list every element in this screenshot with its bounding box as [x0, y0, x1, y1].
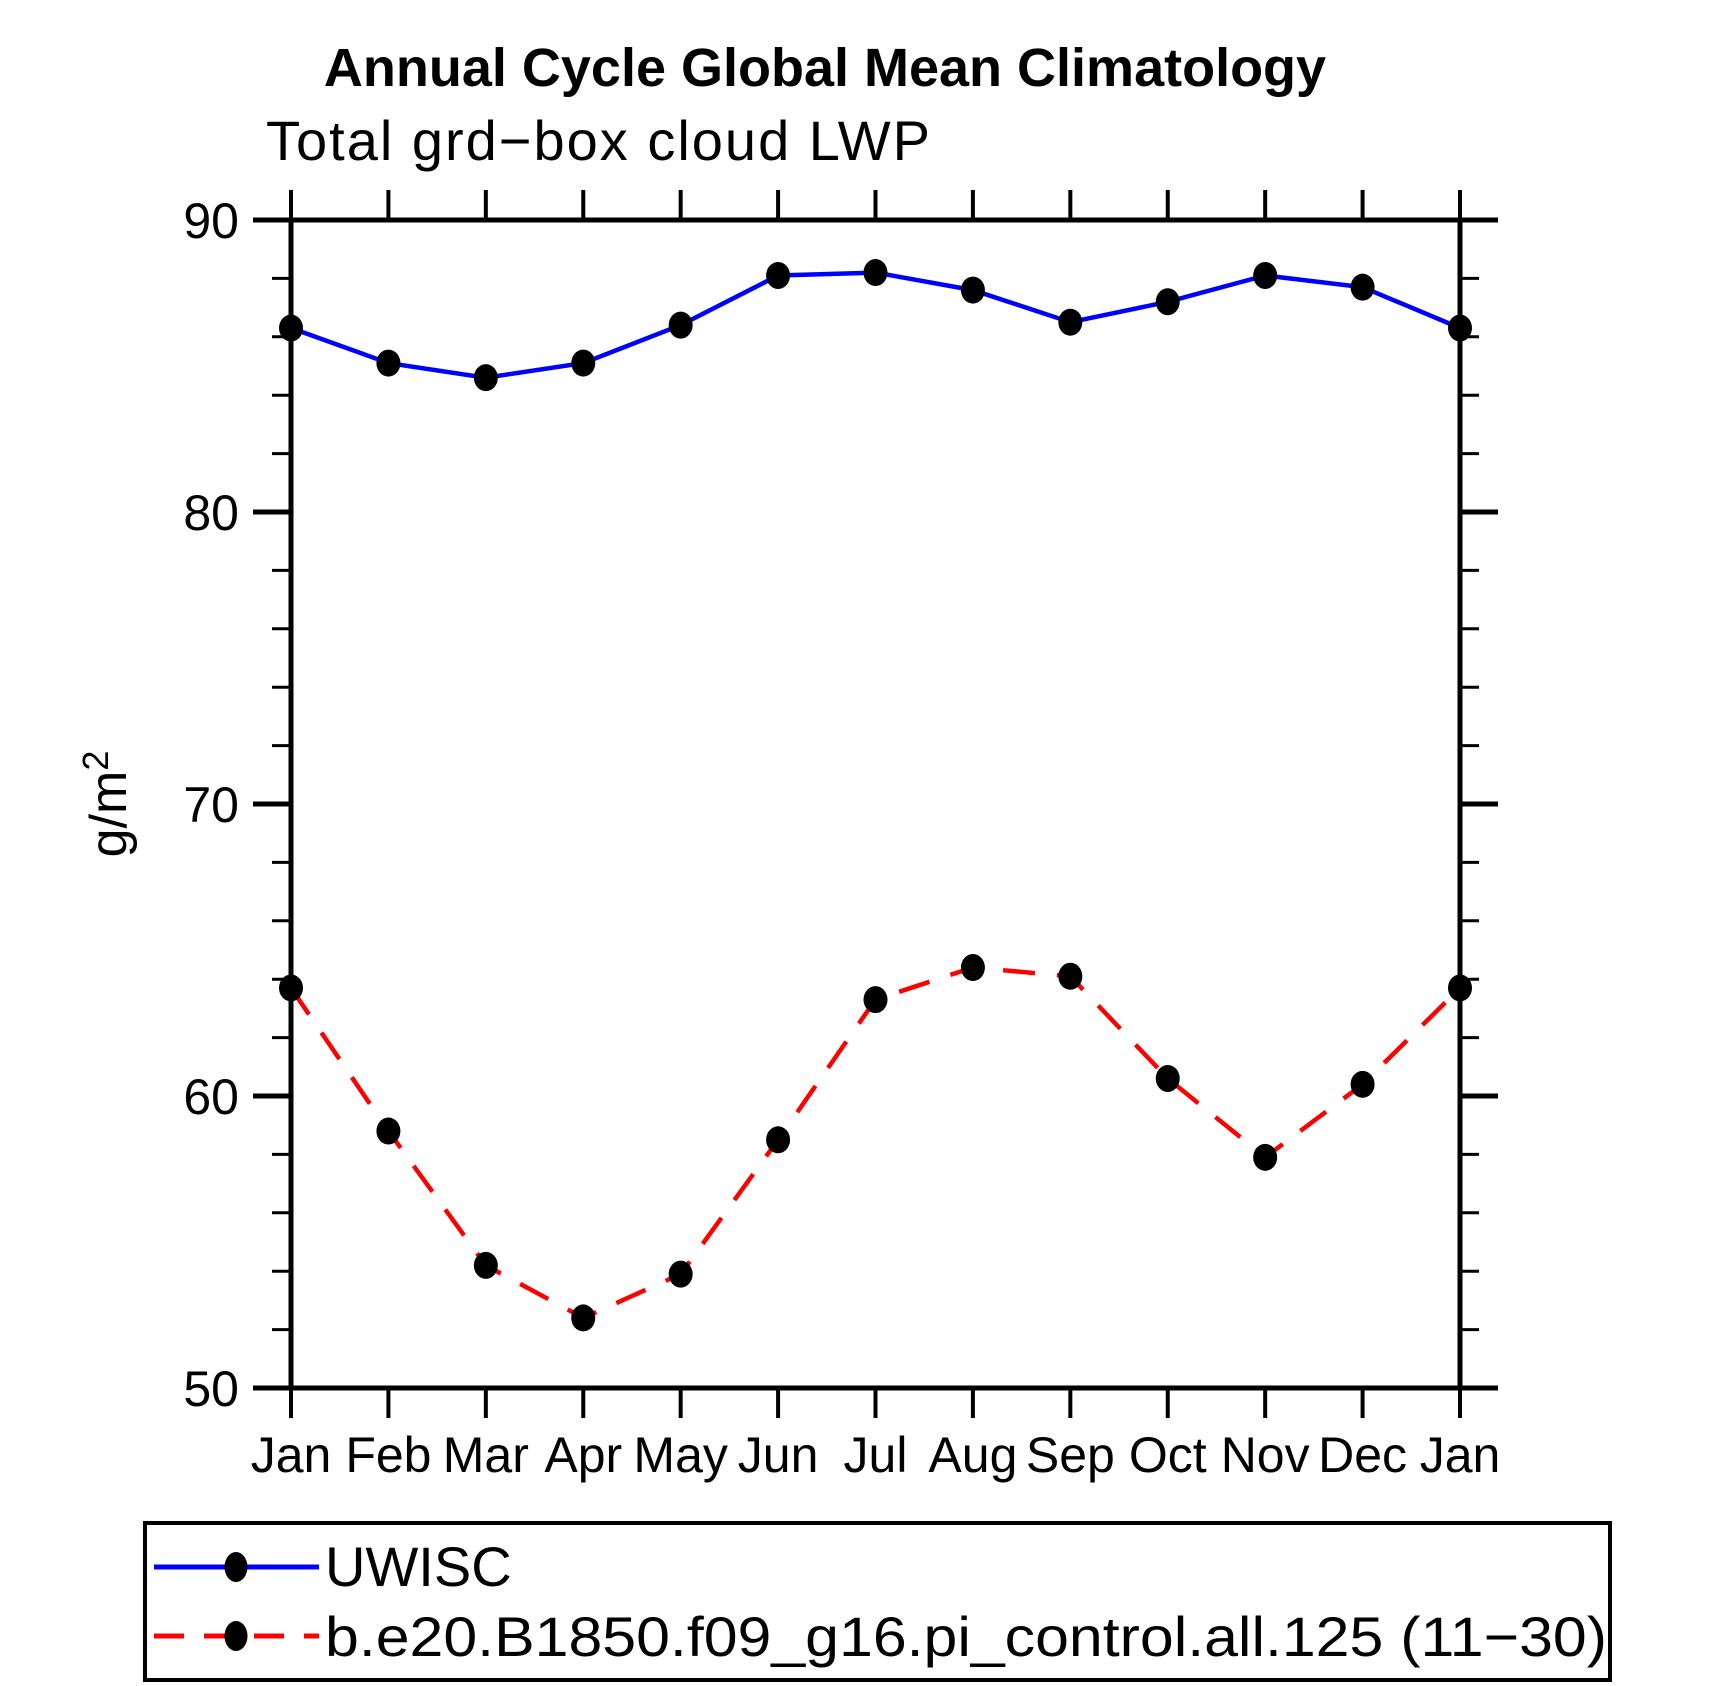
- x-tick-label: Jul: [844, 1427, 908, 1483]
- legend-label-uwisc: UWISC: [325, 1535, 512, 1598]
- x-tick-label: Nov: [1221, 1427, 1310, 1483]
- x-tick-label: Oct: [1129, 1427, 1207, 1483]
- series-marker-0-apr: [571, 349, 596, 377]
- legend-label-model: b.e20.B1850.f09_g16.pi_control.all.125 (…: [325, 1605, 1607, 1668]
- y-tick-label: 90: [183, 193, 239, 249]
- series-marker-0-jan: [1448, 314, 1472, 342]
- series-marker-0-sep: [1058, 308, 1083, 336]
- series-marker-1-may: [668, 1260, 693, 1288]
- y-tick-label: 50: [183, 1361, 239, 1417]
- y-axis-label-main: g/m: [80, 771, 138, 858]
- series-marker-1-jun: [766, 1126, 791, 1154]
- y-tick-label: 80: [183, 485, 239, 541]
- x-tick-label: Mar: [443, 1427, 529, 1483]
- legend-box: [143, 1521, 1612, 1682]
- series-marker-1-dec: [1350, 1070, 1375, 1098]
- legend-samples: [154, 1552, 319, 1651]
- y-tick-label: 70: [183, 777, 239, 833]
- series-marker-0-nov: [1253, 261, 1278, 289]
- chart-title: Annual Cycle Global Mean Climatology: [324, 38, 1326, 98]
- series-marker-0-feb: [376, 349, 401, 377]
- x-tick-label: May: [633, 1427, 727, 1483]
- series-marker-1-nov: [1253, 1143, 1278, 1171]
- series-marker-1-jan: [1448, 974, 1472, 1002]
- y-axis-label-superscript: 2: [75, 751, 116, 771]
- x-tick-label: Sep: [1026, 1427, 1115, 1483]
- series-marker-1-jul: [863, 986, 888, 1014]
- x-tick-label: Jan: [1420, 1427, 1501, 1483]
- series-marker-1-oct: [1155, 1064, 1180, 1092]
- series-marker-0-mar: [473, 364, 498, 392]
- y-axis-label: g/m2: [75, 751, 138, 858]
- series-marker-1-apr: [571, 1304, 596, 1332]
- series-marker-1-feb: [376, 1117, 401, 1145]
- series-marker-0-may: [668, 311, 693, 339]
- series-line-0: [290, 270, 1461, 380]
- data-series: [279, 259, 1472, 1332]
- x-tick-label: Feb: [345, 1427, 431, 1483]
- series-marker-1-aug: [960, 954, 985, 982]
- legend-sample-marker-0: [224, 1552, 248, 1582]
- x-tick-label: Jun: [738, 1427, 819, 1483]
- legend-sample-marker-1: [224, 1621, 248, 1651]
- x-tick-label: Apr: [544, 1427, 622, 1483]
- series-line-1: [289, 965, 1462, 1321]
- chart-subtitle: Total grd−box cloud LWP: [266, 109, 932, 172]
- series-marker-0-aug: [960, 276, 985, 304]
- x-tick-label: Jan: [251, 1427, 332, 1483]
- series-marker-1-mar: [473, 1251, 498, 1279]
- series-marker-0-jul: [863, 259, 888, 287]
- y-tick-label: 60: [183, 1069, 239, 1125]
- series-marker-1-sep: [1058, 962, 1083, 990]
- x-tick-label: Dec: [1318, 1427, 1407, 1483]
- plot-frame: [288, 217, 1463, 1391]
- series-marker-0-jan: [279, 314, 303, 342]
- legend: UWISC b.e20.B1850.f09_g16.pi_control.all…: [143, 1521, 1612, 1682]
- series-marker-0-dec: [1350, 273, 1375, 301]
- series-marker-0-oct: [1155, 288, 1180, 316]
- series-marker-0-jun: [766, 261, 791, 289]
- x-tick-label: Aug: [928, 1427, 1017, 1483]
- series-marker-1-jan: [279, 974, 303, 1002]
